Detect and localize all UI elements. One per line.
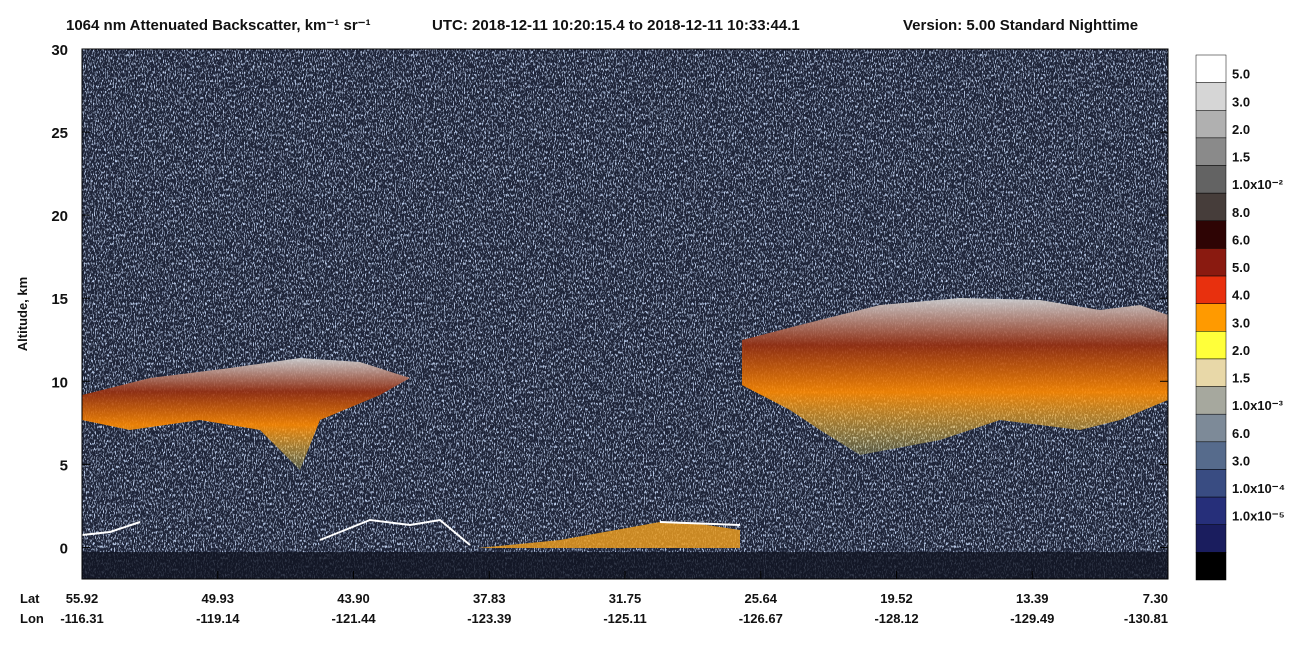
lat-tick-label: 13.39: [1016, 591, 1049, 606]
y-axis-label: Altitude, km: [15, 277, 30, 351]
colorbar-swatch: [1195, 137, 1227, 166]
colorbar-label: 6.0: [1232, 232, 1250, 247]
colorbar-swatch: [1195, 192, 1227, 222]
colorbar-label: 3.0: [1232, 94, 1250, 109]
row-label: Lon: [20, 611, 44, 626]
colorbar-label: 3.0: [1232, 453, 1250, 468]
colorbar-swatch: [1195, 331, 1227, 360]
colorbar-label: 1.0x10⁻³: [1232, 398, 1284, 413]
colorbar-label: 5.0: [1232, 67, 1250, 82]
colorbar-swatch: [1195, 441, 1227, 470]
y-tick-label: 0: [60, 540, 68, 557]
lat-tick-label: 37.83: [473, 591, 506, 606]
lat-tick-label: 31.75: [609, 591, 642, 606]
colorbar-swatch: [1195, 275, 1227, 304]
row-label: Lat: [20, 591, 40, 606]
lat-tick-label: 43.90: [337, 591, 370, 606]
lon-tick-label: -130.81: [1124, 611, 1168, 626]
lat-tick-label: 49.93: [201, 591, 234, 606]
colorbar-label: 1.5: [1232, 371, 1250, 386]
colorbar-swatch: [1195, 82, 1227, 111]
colorbar-label: 1.5: [1232, 150, 1250, 165]
colorbar-label: 4.0: [1232, 288, 1250, 303]
colorbar-swatch: [1195, 303, 1227, 332]
colorbar-swatch: [1195, 54, 1227, 83]
lat-tick-label: 25.64: [744, 591, 777, 606]
lon-tick-label: -126.67: [739, 611, 783, 626]
lat-tick-label: 55.92: [66, 591, 99, 606]
colorbar-label: 3.0: [1232, 315, 1250, 330]
colorbar-swatch: [1195, 469, 1227, 498]
colorbar-swatch: [1195, 552, 1227, 581]
y-tick-label: 10: [51, 374, 68, 391]
colorbar-swatch: [1195, 110, 1227, 139]
chart-subtitle: UTC: 2018-12-11 10:20:15.4 to 2018-12-11…: [432, 17, 800, 34]
colorbar-label: 2.0: [1232, 122, 1250, 137]
lon-tick-label: -116.31: [60, 611, 103, 626]
version-label: Version: 5.00 Standard Nighttime: [903, 17, 1138, 34]
colorbar-swatch: [1195, 413, 1227, 443]
lon-tick-label: -129.49: [1010, 611, 1054, 626]
y-tick-label: 30: [51, 42, 68, 59]
y-tick-label: 15: [51, 291, 68, 308]
colorbar-swatch: [1195, 248, 1227, 277]
colorbar-label: 8.0: [1232, 205, 1250, 220]
lon-tick-label: -121.44: [331, 611, 376, 626]
lat-tick-label: 19.52: [880, 591, 913, 606]
colorbar-label: 2.0: [1232, 343, 1250, 358]
backscatter-field: [81, 49, 1168, 579]
lon-tick-label: -128.12: [874, 611, 918, 626]
colorbar-label: 1.0x10⁻²: [1232, 177, 1284, 192]
colorbar-swatch: [1195, 386, 1227, 415]
y-tick-label: 5: [60, 457, 68, 474]
chart-title: 1064 nm Attenuated Backscatter, km⁻¹ sr⁻…: [66, 17, 371, 34]
lon-tick-label: -119.14: [196, 611, 240, 626]
colorbar-swatch: [1195, 165, 1227, 194]
colorbar-label: 1.0x10⁻⁵: [1232, 509, 1285, 524]
y-tick-label: 20: [51, 208, 68, 225]
lon-tick-label: -123.39: [467, 611, 511, 626]
colorbar-swatch: [1195, 220, 1227, 249]
colorbar-label: 5.0: [1232, 260, 1250, 275]
lon-tick-label: -125.11: [603, 611, 646, 626]
colorbar-swatch: [1195, 358, 1227, 387]
y-tick-label: 25: [51, 125, 68, 142]
lat-tick-label: 7.30: [1143, 591, 1168, 606]
colorbar-label: 6.0: [1232, 426, 1250, 441]
colorbar-swatch: [1195, 524, 1227, 553]
colorbar-swatch: [1195, 496, 1227, 525]
colorbar-label: 1.0x10⁻⁴: [1232, 481, 1285, 496]
